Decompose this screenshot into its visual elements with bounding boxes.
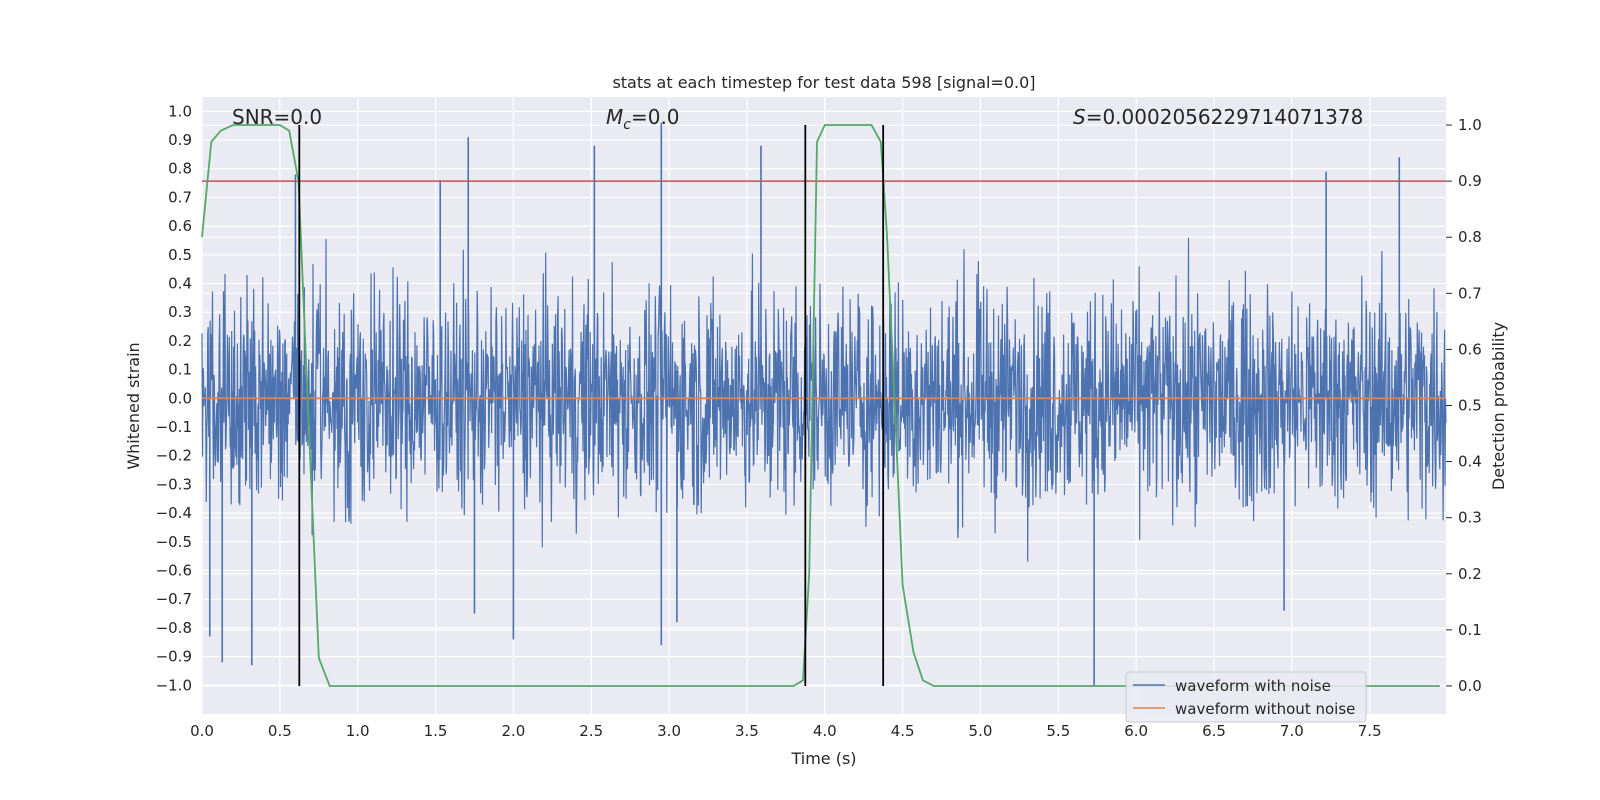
left-y-tick-label: −1.0	[156, 676, 192, 694]
right-y-tick-label: 0.3	[1458, 509, 1482, 527]
x-tick-label: 5.5	[1046, 722, 1070, 740]
statistic-value: =0.0002056229714071378	[1086, 105, 1364, 129]
series-detection-probability	[201, 124, 1440, 687]
x-tick-label: 0.5	[268, 722, 292, 740]
x-tick-label: 7.0	[1280, 722, 1304, 740]
x-tick-label: 5.0	[969, 722, 993, 740]
right-y-tick-label: 0.5	[1458, 397, 1482, 415]
right-y-tick-label: 0.4	[1458, 453, 1482, 471]
probability-trace	[201, 124, 1440, 687]
left-y-tick-label: 0.9	[168, 131, 192, 149]
x-tick-label: 3.5	[735, 722, 759, 740]
left-y-tick-label: 0.5	[168, 246, 192, 264]
right-y-tick-label: 1.0	[1458, 116, 1482, 134]
left-y-axis-ticks: 1.0 0.9 0.8 0.7 0.6 0.5 0.4 0.3 0.2 0.1 0.0 −0.1 −0.…	[156, 102, 192, 694]
x-tick-label: 2.0	[501, 722, 525, 740]
right-y-tick-label: 0.7	[1458, 284, 1482, 302]
x-tick-label: 4.5	[891, 722, 915, 740]
x-axis-label: Time (s)	[790, 749, 856, 768]
noise-trace	[201, 237, 1447, 562]
right-y-tick-label: 0.0	[1458, 677, 1482, 695]
right-y-tick-label: 0.1	[1458, 621, 1482, 639]
left-y-tick-label: −0.1	[156, 418, 192, 436]
x-tick-label: 1.5	[424, 722, 448, 740]
chirp-mass-annotation: Mc=0.0	[606, 105, 680, 133]
x-tick-label: 6.5	[1202, 722, 1226, 740]
left-y-tick-label: 0.8	[168, 160, 192, 178]
x-tick-label: 4.0	[813, 722, 837, 740]
left-y-tick-label: −0.6	[156, 562, 192, 580]
chirp-mass-symbol: M	[606, 105, 623, 129]
legend-box	[1125, 671, 1367, 723]
right-y-tick-label: 0.2	[1458, 565, 1482, 583]
chirp-mass-value: =0.0	[631, 105, 680, 129]
x-tick-label: 2.5	[579, 722, 603, 740]
x-axis-ticks: 0.0 0.5 1.0 1.5 2.0 2.5 3.0 3.5 4.0 4.5 5.0 5.5 6.0 6…	[190, 722, 1382, 740]
left-y-tick-label: 0.2	[168, 332, 192, 350]
legend: waveform with noise waveform without noi…	[1125, 671, 1367, 723]
right-y-tick-label: 0.9	[1458, 172, 1482, 190]
legend-label-noise: waveform with noise	[1175, 677, 1331, 695]
left-y-tick-label: 0.6	[168, 217, 192, 235]
x-tick-label: 0.0	[190, 722, 214, 740]
x-tick-label: 7.5	[1358, 722, 1382, 740]
right-y-axis-ticks: 1.0 0.9 0.8 0.7 0.6 0.5 0.4 0.3 0.2 0.1 0.0	[1446, 116, 1482, 695]
left-y-tick-label: 0.1	[168, 361, 192, 379]
x-tick-label: 6.0	[1124, 722, 1148, 740]
x-tick-label: 3.0	[657, 722, 681, 740]
statistic-symbol: S	[1073, 105, 1086, 129]
right-y-axis-label: Detection probability	[1489, 322, 1508, 490]
left-y-tick-label: −0.8	[156, 619, 192, 637]
snr-annotation: SNR=0.0	[232, 105, 322, 129]
left-y-tick-label: −0.2	[156, 447, 192, 465]
boundary-lines	[298, 125, 885, 686]
left-y-tick-label: 0.3	[168, 303, 192, 321]
left-y-tick-label: −0.9	[156, 648, 192, 666]
left-y-tick-label: 0.4	[168, 275, 192, 293]
left-y-tick-label: 0.7	[168, 188, 192, 206]
snr-statistic-annotation: S=0.0002056229714071378	[1073, 105, 1363, 129]
right-y-tick-label: 0.6	[1458, 340, 1482, 358]
left-y-tick-label: −0.7	[156, 590, 192, 608]
left-y-tick-label: −0.3	[156, 475, 192, 493]
chart-title: stats at each timestep for test data 598…	[612, 73, 1035, 92]
chirp-mass-subscript: c	[623, 117, 631, 133]
legend-label-clean: waveform without noise	[1175, 700, 1355, 718]
left-y-axis-label: Whitened strain	[124, 342, 143, 469]
right-y-tick-label: 0.8	[1458, 228, 1482, 246]
series-waveform-with-noise	[201, 122, 1447, 686]
left-y-tick-label: 1.0	[168, 102, 192, 120]
left-y-tick-label: −0.4	[156, 504, 192, 522]
x-tick-label: 1.0	[346, 722, 370, 740]
left-y-tick-label: −0.5	[156, 533, 192, 551]
left-y-tick-label: 0.0	[168, 389, 192, 407]
